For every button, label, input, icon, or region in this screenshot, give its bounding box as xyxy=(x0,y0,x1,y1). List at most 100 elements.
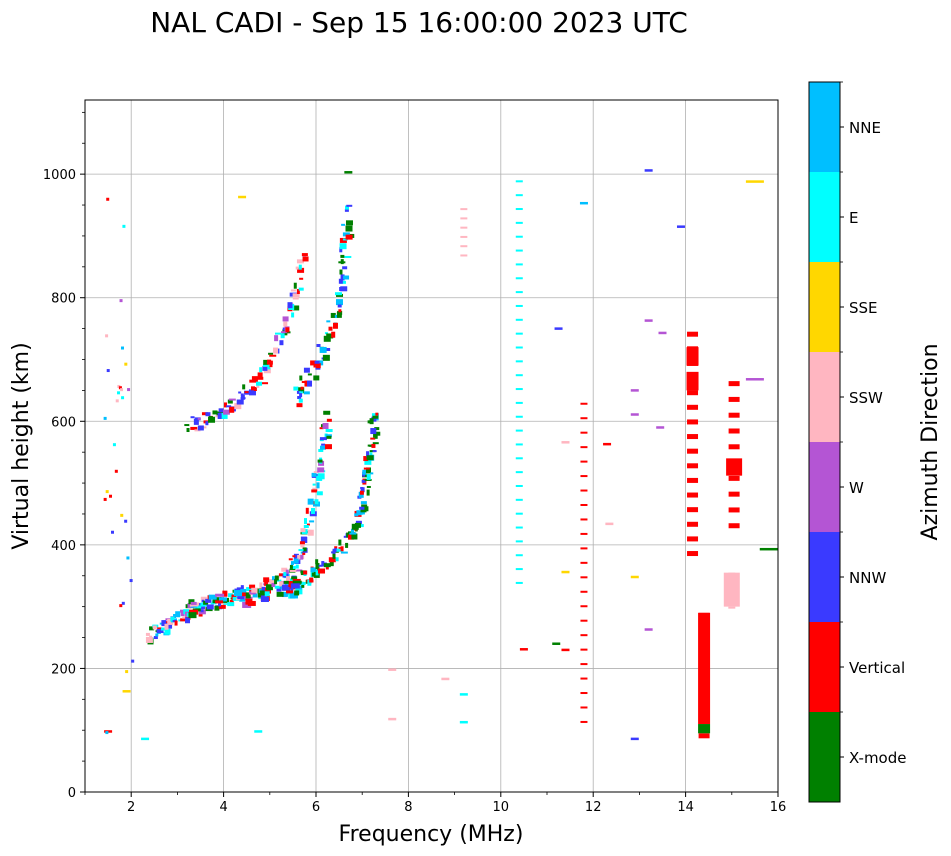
echo-mark xyxy=(227,602,235,607)
echo-mark xyxy=(256,381,263,386)
echo-bar xyxy=(698,612,711,725)
x-tick-label: 12 xyxy=(585,800,602,815)
echo-column-mark xyxy=(460,226,468,229)
echo-mark xyxy=(299,541,305,545)
echo-mark xyxy=(293,553,299,559)
echo-mark xyxy=(343,275,350,280)
echo-mark xyxy=(323,335,331,342)
echo-mark xyxy=(193,418,199,425)
echo-mark xyxy=(366,489,370,496)
echo-mark xyxy=(298,287,304,291)
echo-mark xyxy=(161,620,167,627)
echo-mark xyxy=(372,415,379,419)
echo-mark xyxy=(303,525,309,529)
echo-mark xyxy=(180,618,187,622)
echo-mark xyxy=(208,594,217,600)
echo-mark xyxy=(290,289,296,292)
echo-mark xyxy=(279,340,284,346)
echo-mark xyxy=(153,636,158,640)
echo-mark xyxy=(321,561,325,566)
echo-mark xyxy=(323,410,331,415)
echo-mark xyxy=(105,334,109,338)
echo-mark xyxy=(364,506,369,512)
echo-mark xyxy=(314,360,320,364)
echo-column-mark xyxy=(698,733,710,739)
echo-mark xyxy=(261,586,266,593)
echo-mark xyxy=(307,529,314,536)
echo-mark xyxy=(326,435,332,439)
echo-mark xyxy=(292,293,300,298)
echo-mark xyxy=(334,547,338,552)
echo-mark xyxy=(340,274,345,281)
echo-mark xyxy=(369,452,373,456)
echo-mark xyxy=(374,433,378,439)
echo-mark xyxy=(342,232,350,237)
echo-mark xyxy=(299,277,304,280)
echo-mark xyxy=(289,569,297,572)
echo-mark xyxy=(261,382,269,385)
echo-column-mark xyxy=(515,208,523,211)
echo-column-mark xyxy=(580,446,588,449)
echo-mark xyxy=(339,247,343,253)
echo-mark xyxy=(240,393,244,396)
y-tick-label: 1000 xyxy=(43,168,76,183)
echo-bar xyxy=(698,724,711,734)
echo-mark xyxy=(201,599,205,603)
echo-mark xyxy=(289,564,293,569)
echo-mark xyxy=(346,204,353,207)
echo-mark xyxy=(311,507,316,514)
echo-mark xyxy=(339,280,346,284)
isolated-echo xyxy=(656,426,665,429)
echo-mark xyxy=(367,444,375,447)
echo-mark xyxy=(294,590,300,596)
echo-mark xyxy=(339,243,347,250)
echo-mark xyxy=(286,590,294,594)
echo-mark xyxy=(218,603,222,607)
echo-mark xyxy=(359,506,367,510)
echo-mark xyxy=(337,304,342,308)
echo-mark xyxy=(307,579,312,586)
echo-mark xyxy=(297,267,305,273)
echo-column-mark xyxy=(515,360,523,363)
echo-mark xyxy=(366,473,371,480)
echo-column-mark xyxy=(580,590,588,593)
y-tick-label: 600 xyxy=(51,415,76,430)
echo-mark xyxy=(307,498,314,505)
colorbar-label: X-mode xyxy=(849,749,906,767)
echo-column-mark xyxy=(515,180,523,183)
echo-column-mark xyxy=(515,374,523,377)
echo-mark xyxy=(311,572,315,577)
echo-column-mark xyxy=(515,346,523,349)
echo-column-mark xyxy=(728,396,740,402)
x-tick-label: 14 xyxy=(677,800,694,815)
echo-column-mark xyxy=(728,606,736,609)
echo-mark xyxy=(290,578,295,582)
echo-mark xyxy=(105,490,109,494)
echo-mark xyxy=(313,363,317,368)
echo-mark xyxy=(242,384,246,390)
echo-mark xyxy=(370,437,376,440)
echo-mark xyxy=(152,625,157,630)
echo-mark xyxy=(354,513,359,517)
colorbar-swatch-vertical xyxy=(809,622,840,712)
echo-mark xyxy=(126,556,130,560)
echo-column-mark xyxy=(580,692,588,695)
echo-mark xyxy=(319,427,324,430)
colorbar-label: W xyxy=(849,479,864,497)
isolated-echo xyxy=(238,195,247,199)
echo-column-mark xyxy=(515,471,523,474)
echo-mark xyxy=(249,584,256,589)
echo-mark xyxy=(185,617,191,624)
echo-mark xyxy=(105,731,109,735)
echo-mark xyxy=(274,332,281,335)
echo-mark xyxy=(242,601,252,608)
echo-mark xyxy=(316,491,323,496)
colorbar-label: Vertical xyxy=(849,659,905,677)
echo-mark xyxy=(236,598,241,601)
echo-mark xyxy=(328,557,336,563)
echo-mark xyxy=(149,626,155,631)
echo-mark xyxy=(214,605,220,611)
echo-mark xyxy=(234,590,243,597)
echo-column-mark xyxy=(515,401,523,404)
